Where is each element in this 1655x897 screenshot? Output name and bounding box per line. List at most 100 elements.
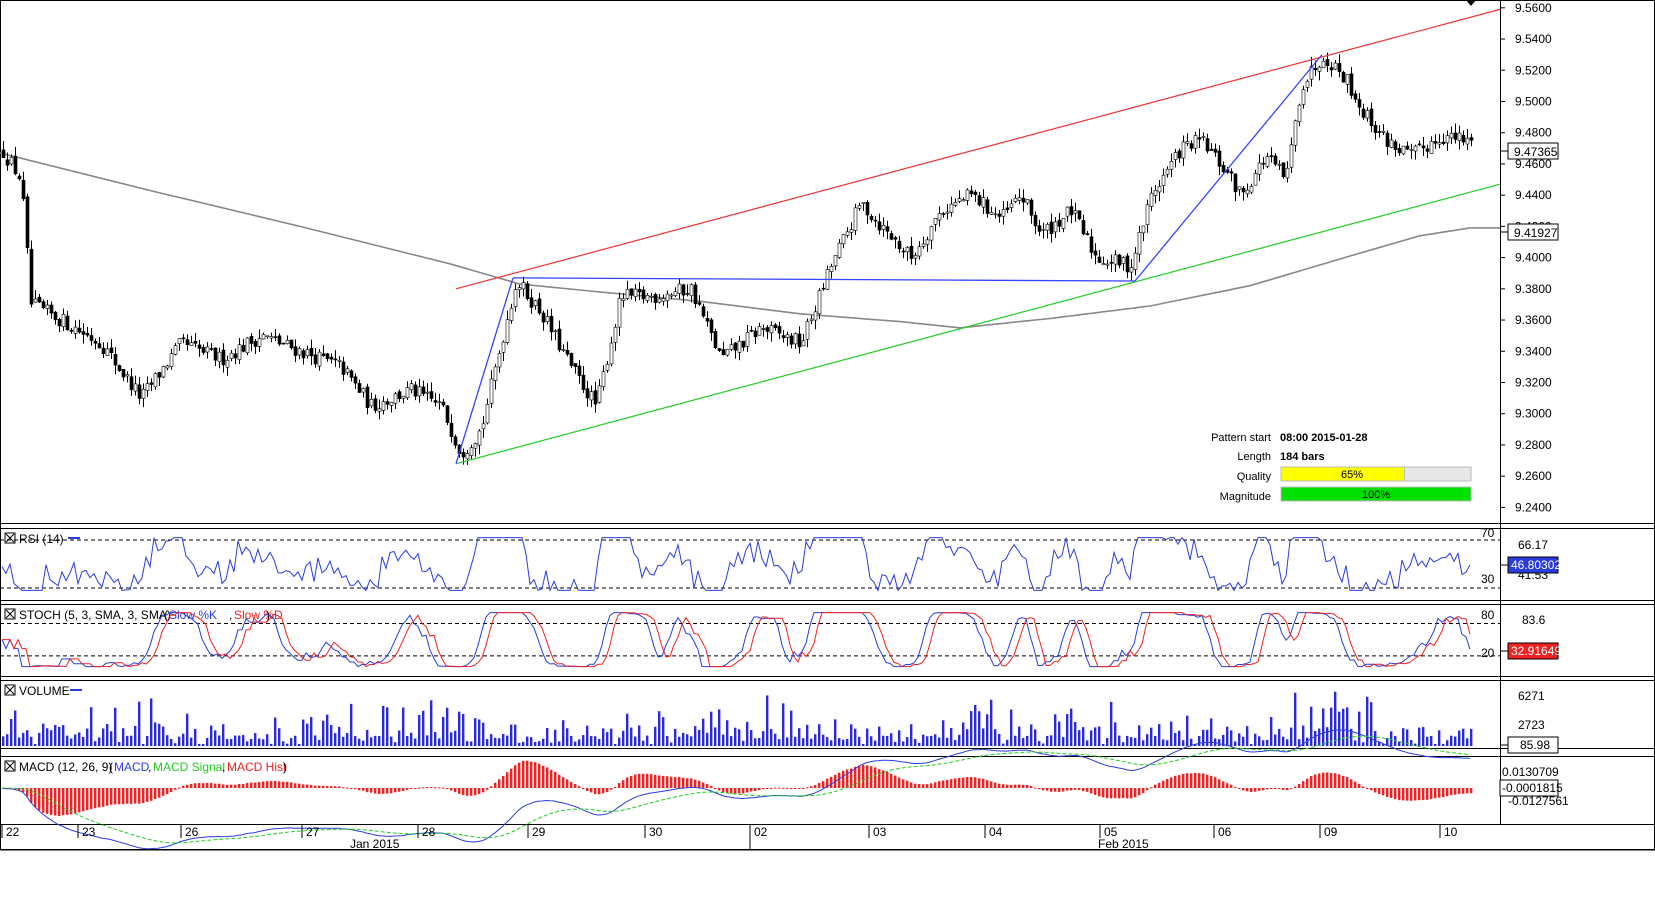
macd-hist-bar [1462, 788, 1465, 794]
candle-body [553, 330, 558, 333]
stoch-d-line [2, 612, 1471, 668]
volume-bar [550, 742, 553, 746]
macd-hist-bar [954, 778, 957, 788]
candle-body [801, 340, 806, 347]
close-icon[interactable] [5, 685, 15, 695]
macd-hist-bar [810, 786, 813, 788]
candle-body [281, 342, 286, 345]
price-tick-label: 9.4600 [1515, 157, 1552, 171]
volume-bar [434, 732, 437, 746]
volume-bar [1062, 737, 1065, 746]
macd-hist-bar [278, 781, 281, 788]
macd-hist-bar [678, 776, 681, 788]
candle-body [445, 405, 450, 423]
volume-bar [706, 732, 709, 746]
volume-bar [594, 736, 597, 746]
close-icon[interactable] [5, 533, 15, 543]
candle-body [1281, 162, 1286, 178]
macd-hist-bar [694, 779, 697, 788]
candle-body [1173, 152, 1178, 160]
macd-hist-bar [1350, 779, 1353, 788]
volume-bar [458, 711, 461, 746]
candle-body [437, 401, 442, 404]
macd-axis-label-low: -0.0127561 [1508, 794, 1569, 808]
candle-body [109, 347, 114, 354]
macd-hist-bar [182, 785, 185, 788]
volume-bar [334, 733, 337, 746]
candle-body [1169, 161, 1174, 170]
macd-hist-bar [862, 764, 865, 788]
close-icon[interactable] [5, 761, 15, 771]
macd-hist-bar [562, 777, 565, 788]
pattern-line [512, 277, 1136, 282]
candle-body [105, 348, 110, 356]
macd-hist-bar [98, 788, 101, 808]
macd-hist-bar [254, 782, 257, 788]
volume-bar [1298, 739, 1301, 746]
rsi-value-box [1507, 556, 1559, 574]
macd-hist-bar [94, 788, 97, 809]
macd-hist-bar [1234, 787, 1237, 789]
volume-bar [1334, 691, 1337, 746]
macd-hist-bar [602, 788, 605, 794]
macd-hist-bar [498, 779, 501, 788]
candle-body [89, 335, 94, 341]
candle-body [633, 288, 638, 297]
candle-body [1465, 137, 1470, 145]
macd-hist-bar [78, 788, 81, 813]
macd-hist-bar [558, 774, 561, 788]
candle-body [1073, 210, 1078, 214]
macd-hist-bar [990, 781, 993, 788]
macd-hist-bar [626, 777, 629, 788]
macd-hist-bar [370, 788, 373, 793]
candle-body [1057, 219, 1062, 227]
macd-hist-bar [1078, 788, 1081, 790]
candle-body [1277, 164, 1282, 166]
close-icon[interactable] [5, 609, 15, 619]
volume-bar [506, 735, 509, 746]
candle-body [129, 376, 134, 391]
day-label: 06 [1218, 825, 1232, 839]
macd-hist-bar [1406, 788, 1409, 801]
volume-bar [994, 729, 997, 746]
price-tick-label: 9.2400 [1515, 500, 1552, 514]
price-tick-label: 9.5400 [1515, 32, 1552, 46]
macd-hist-bar [666, 776, 669, 788]
candle-body [1233, 173, 1238, 193]
volume-bar [1074, 722, 1077, 746]
volume-bar [1314, 731, 1317, 746]
volume-bar [1302, 725, 1305, 746]
macd-hist-bar [122, 788, 125, 805]
volume-bar [246, 741, 249, 746]
candle-body [1017, 197, 1022, 201]
candle-body [1301, 89, 1306, 105]
macd-hist-bar [1010, 784, 1013, 788]
volume-bar [322, 720, 325, 746]
macd-hist-bar [690, 778, 693, 788]
macd-hist-bar [538, 763, 541, 788]
macd-hist-bar [858, 765, 861, 788]
candle-body [729, 344, 734, 350]
macd-hist-bar [374, 788, 377, 794]
volume-bar [1238, 733, 1241, 746]
macd-hist-bar [762, 788, 765, 790]
candle-body [833, 255, 838, 267]
volume-bar [522, 741, 525, 746]
volume-bar [318, 740, 321, 746]
candle-body [5, 159, 10, 166]
stoch-k-line [1, 612, 1471, 668]
macd-hist-bar [358, 788, 361, 791]
macd-hist-bar [962, 777, 965, 788]
chevron-down-icon[interactable] [1466, 0, 1476, 6]
candle-body [341, 361, 346, 375]
candle-body [709, 319, 714, 334]
volume-bar [286, 743, 289, 746]
macd-hist-bar [318, 785, 321, 788]
candle-body [877, 221, 882, 231]
volume-bar [330, 724, 333, 746]
volume-bar [622, 730, 625, 746]
volume-bar [1362, 742, 1365, 746]
candle-body [985, 199, 990, 214]
macd-hist-bar [178, 787, 181, 789]
volume-bar [838, 738, 841, 746]
